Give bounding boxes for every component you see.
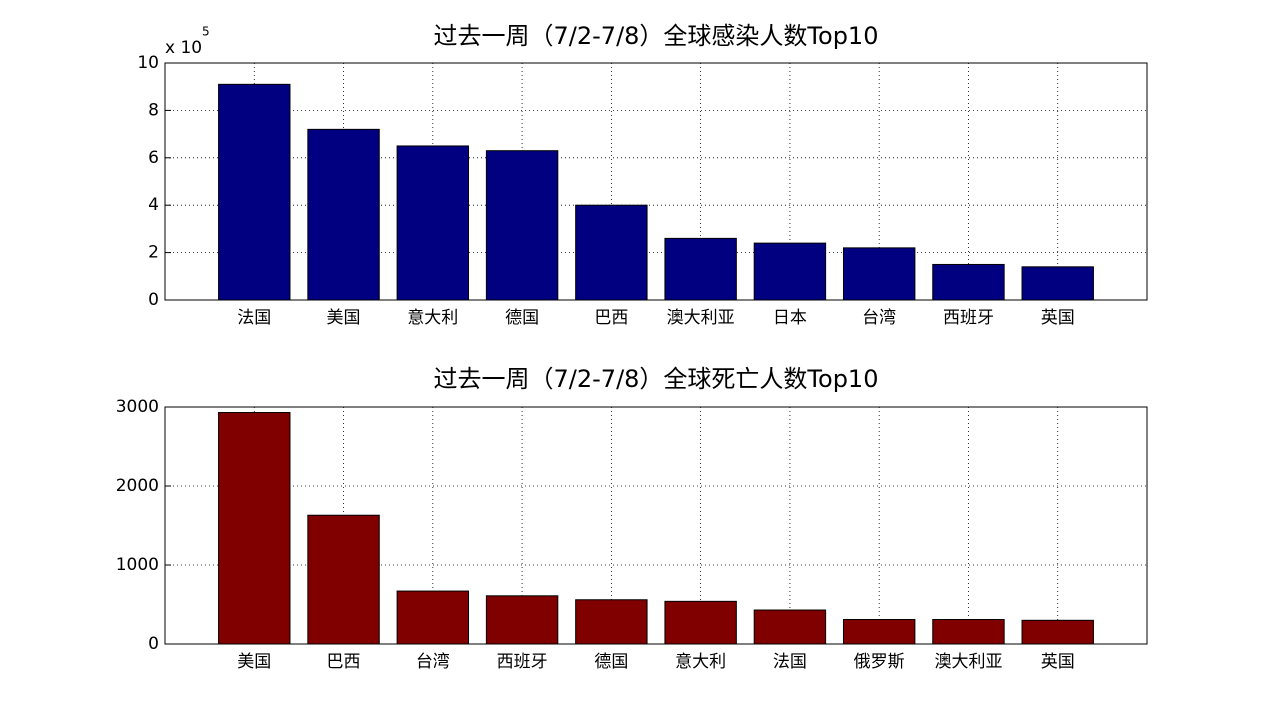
y-tick-label: 2 (148, 243, 159, 263)
bar (1021, 266, 1094, 301)
x-tick-label: 台湾 (416, 652, 450, 672)
x-tick-label: 美国 (327, 308, 361, 328)
x-tick-label: 英国 (1041, 652, 1075, 672)
bar (396, 590, 470, 645)
y-tick-label: 2000 (116, 476, 159, 496)
axes-box (164, 62, 1148, 301)
y-tick-label: 1000 (116, 555, 159, 575)
y-tick-label: 10 (137, 53, 159, 73)
x-tick-label: 巴西 (327, 652, 361, 672)
x-tick-label: 巴西 (594, 308, 628, 328)
bar (932, 619, 1005, 645)
x-tick-label: 德国 (505, 308, 539, 328)
bar (575, 599, 648, 645)
bar (753, 242, 827, 301)
x-tick-label: 俄罗斯 (854, 652, 905, 672)
axes-box (164, 406, 1148, 645)
x-tick-label: 意大利 (675, 652, 726, 672)
bar (485, 595, 559, 645)
x-tick-label: 法国 (773, 652, 807, 672)
bar (1021, 619, 1094, 645)
bar (753, 609, 827, 645)
bar (575, 204, 648, 301)
bar (307, 514, 380, 645)
x-tick-label: 西班牙 (497, 652, 548, 672)
x-tick-label: 西班牙 (943, 308, 994, 328)
x-tick-label: 日本 (773, 308, 807, 328)
x-tick-label: 意大利 (407, 308, 458, 328)
y-tick-label: 3000 (116, 397, 159, 417)
bar (664, 600, 737, 645)
y-tick-label: 0 (148, 290, 159, 310)
y-tick-label: 8 (148, 100, 159, 120)
bar (842, 247, 916, 301)
x-tick-label: 德国 (594, 652, 628, 672)
y-exponent: 5 (202, 25, 210, 39)
x-tick-label: 英国 (1041, 308, 1075, 328)
chart-title: 过去一周（7/2-7/8）全球感染人数Top10 (434, 22, 879, 50)
bar (932, 263, 1005, 301)
x-tick-label: 澳大利亚 (934, 652, 1002, 672)
bar (218, 83, 291, 301)
y-tick-label: 4 (148, 195, 159, 215)
bar (218, 412, 291, 645)
y-tick-label: 0 (148, 634, 159, 654)
x-tick-label: 澳大利亚 (667, 308, 735, 328)
y-multiplier: x 10 (165, 38, 202, 58)
bar (396, 145, 470, 301)
bar (307, 128, 380, 301)
bar (842, 619, 916, 645)
bar (485, 150, 559, 301)
bar (664, 237, 737, 301)
chart-title: 过去一周（7/2-7/8）全球死亡人数Top10 (434, 365, 879, 393)
x-tick-label: 法国 (237, 308, 271, 328)
x-tick-label: 台湾 (862, 308, 896, 328)
y-tick-label: 6 (148, 148, 159, 168)
x-tick-label: 美国 (237, 652, 271, 672)
